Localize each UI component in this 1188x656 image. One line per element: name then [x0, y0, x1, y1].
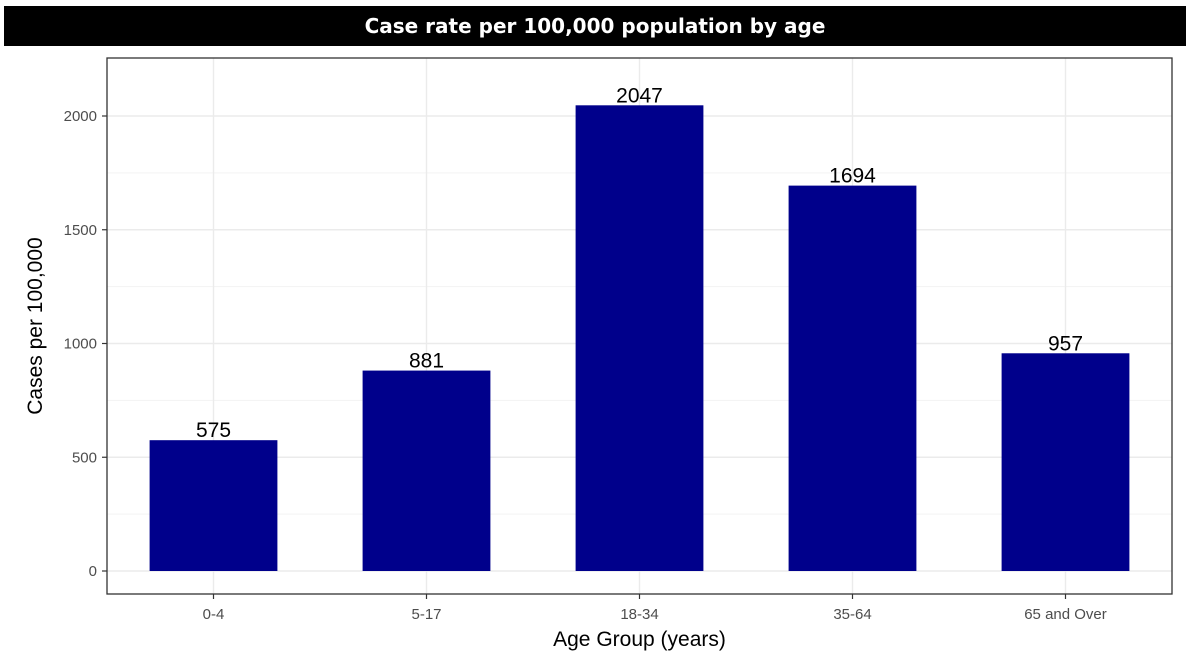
x-tick-label: 65 and Over: [1024, 606, 1107, 623]
y-axis-ticks: 0 500 1000 1500 2000: [64, 108, 107, 580]
data-labels: 575 881 2047 1694 957: [196, 84, 1083, 442]
x-axis-ticks: 0-4 5-17 18-34 35-64 65 and Over: [203, 594, 1107, 623]
data-label: 575: [196, 419, 231, 442]
data-label: 881: [409, 350, 444, 373]
x-tick-label: 35-64: [833, 606, 871, 623]
y-tick-label: 500: [72, 449, 97, 466]
bar-0-4: [149, 440, 278, 571]
bars: [149, 105, 1130, 572]
y-tick-label: 0: [89, 563, 97, 580]
bar-5-17: [362, 370, 491, 571]
y-tick-label: 2000: [64, 108, 97, 125]
data-label: 1694: [829, 165, 876, 188]
bar-18-34: [575, 105, 704, 572]
data-label: 957: [1048, 332, 1083, 355]
x-tick-label: 18-34: [620, 606, 658, 623]
bar-65-and-over: [1001, 353, 1130, 571]
y-tick-label: 1500: [64, 222, 97, 239]
x-tick-label: 0-4: [203, 606, 225, 623]
data-label: 2047: [616, 84, 663, 107]
y-axis-title: Cases per 100,000: [24, 237, 47, 414]
x-tick-label: 5-17: [411, 606, 441, 623]
x-axis-title: Age Group (years): [553, 628, 726, 651]
bar-35-64: [788, 185, 917, 572]
chart-title: Case rate per 100,000 population by age: [4, 6, 1186, 46]
y-tick-label: 1000: [64, 336, 97, 353]
